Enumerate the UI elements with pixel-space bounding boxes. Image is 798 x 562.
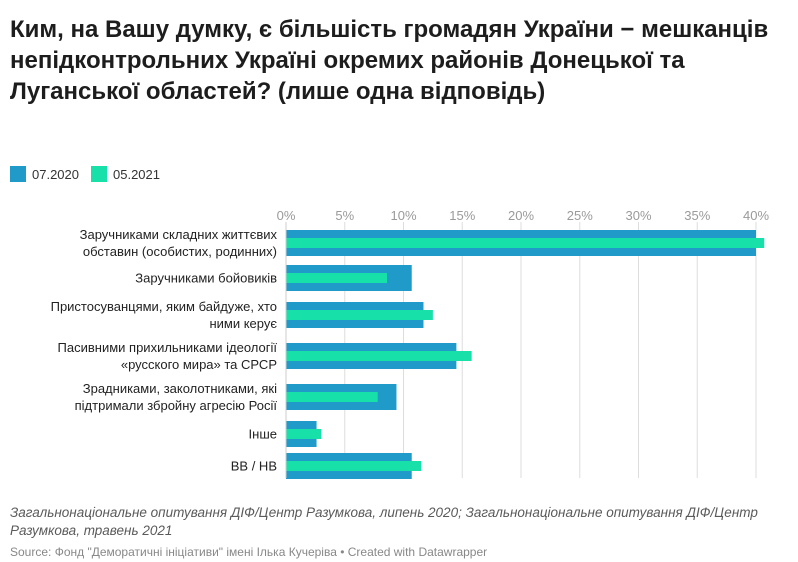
category-label-line: Пасивними прихильниками ідеології [58, 340, 278, 355]
source-line: Source: Фонд "Деморатичні ініціативи" ім… [10, 545, 488, 559]
legend-label-series-2: 05.2021 [113, 166, 160, 182]
category-label: Пристосуванцями, яким байдуже, хто ними к… [51, 299, 278, 331]
x-tick-label: 10% [390, 208, 416, 223]
x-tick-label: 30% [625, 208, 651, 223]
category-label-line: ними керує [209, 316, 277, 331]
footnote: Загальнонаціональне опитування ДІФ/Центр… [10, 505, 758, 538]
category-label: Пасивними прихильниками ідеології «русско… [58, 340, 278, 372]
bar-series-2 [286, 238, 765, 248]
category-label-line: Заручниками бойовиків [135, 271, 277, 286]
bar-series-2 [286, 429, 322, 439]
category-label: Інше [249, 427, 277, 442]
category-label: Заручниками бойовиків [135, 271, 277, 286]
category-label-line: «русского мира» та СРСР [121, 357, 277, 372]
chart-title: Ким, на Вашу думку, є більшість громадян… [10, 16, 769, 105]
x-tick-label: 25% [567, 208, 593, 223]
category-label-line: Пристосуванцями, яким байдуже, хто [51, 299, 277, 314]
x-tick-label: 5% [335, 208, 354, 223]
category-label-line: Заручниками складних життєвих [80, 227, 278, 242]
x-tick-label: 0% [277, 208, 296, 223]
legend-item-series-1: 07.2020 [10, 166, 79, 182]
category-label-line: ВВ / НВ [231, 459, 277, 474]
category-label: ВВ / НВ [231, 459, 277, 474]
bar-series-2 [286, 461, 422, 471]
legend-label-series-1: 07.2020 [32, 166, 79, 182]
category-label-line: підтримали збройну агресію Росії [75, 398, 278, 413]
x-tick-label: 40% [743, 208, 769, 223]
bar-series-2 [286, 310, 433, 320]
legend-swatch-series-1 [10, 166, 26, 182]
bar-series-2 [286, 392, 378, 402]
category-label: Заручниками складних життєвих обставин (о… [80, 227, 278, 259]
category-label-line: обставин (особистих, родинних) [83, 244, 277, 259]
legend: 07.2020 05.2021 [10, 166, 172, 182]
bar-series-2 [286, 273, 388, 283]
category-label-line: Зрадниками, заколотниками, які [83, 381, 277, 396]
x-tick-label: 20% [508, 208, 534, 223]
category-label: Зрадниками, заколотниками, які підтримали… [75, 381, 278, 413]
x-tick-label: 15% [449, 208, 475, 223]
x-tick-label: 35% [684, 208, 710, 223]
category-label-line: Інше [249, 427, 277, 442]
bar-series-2 [286, 351, 472, 361]
bar-chart: 0% 5% 10% 15% 20% 25% 30% 35% 40% Заручниками скл… [51, 208, 769, 479]
legend-swatch-series-2 [91, 166, 107, 182]
legend-item-series-2: 05.2021 [91, 166, 160, 182]
